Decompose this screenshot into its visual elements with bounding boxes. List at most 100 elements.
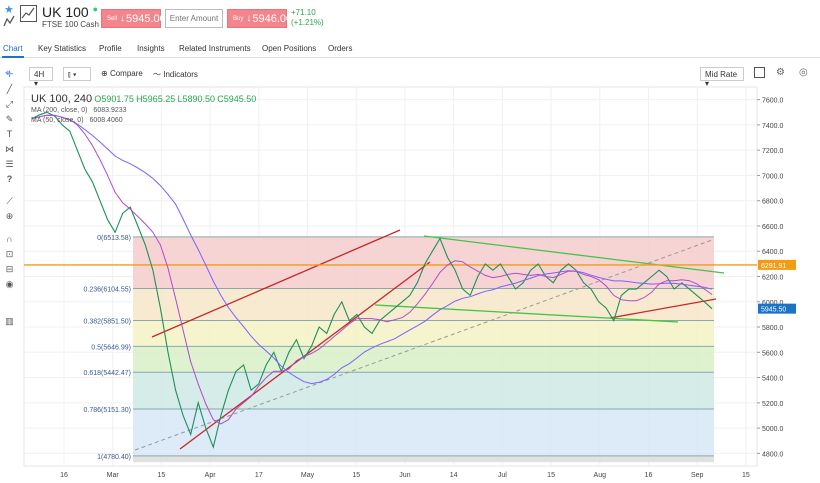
fib-band	[133, 236, 714, 289]
price-plot	[31, 111, 713, 449]
crosshair-icon[interactable]: ⌖	[5, 68, 11, 79]
amount-input[interactable]	[165, 9, 223, 28]
lock-all-icon[interactable]: ⊟	[5, 264, 14, 274]
support-line	[609, 298, 717, 319]
ma200-label: MA (200, close, 0)	[31, 107, 88, 114]
instrument-symbol: UK 100	[42, 4, 89, 20]
fib-level-label: 0(6513.58)	[97, 235, 131, 242]
ma50-legend[interactable]: MA (50, close, 0) 6008.4060	[31, 117, 123, 124]
down-arrow-icon: ↓	[246, 13, 252, 24]
sell-button[interactable]: Sell ↓ 5945.00	[101, 9, 166, 28]
magnet-icon[interactable]: ∩	[6, 234, 13, 244]
tab-profile[interactable]: Profile	[99, 44, 122, 53]
fib-level-label: 0.236(6104.55)	[84, 287, 131, 294]
y-tick-label: 7600.0	[762, 98, 784, 105]
price-type-value: Mid Rate	[705, 70, 738, 79]
y-tick-label: 5800.0	[762, 325, 784, 332]
chart-type-select[interactable]: ⫾ ▾	[63, 67, 91, 81]
tab-related-instruments[interactable]: Related Instruments	[179, 44, 251, 53]
text-tool-icon[interactable]: T	[6, 129, 13, 139]
chart-toolbar: ⌖ 4H ▾ ⫾ ▾ ⊕ Compare 〜 Indicators Mid Ra…	[0, 64, 820, 88]
snapshot-icon[interactable]: ◎	[799, 67, 808, 78]
chart-legend: UK 100, 240 O5901.75 H5965.25 L5890.50 C…	[31, 93, 256, 105]
tab-orders[interactable]: Orders	[328, 44, 353, 53]
fib-tool-icon[interactable]: ☰	[5, 159, 14, 169]
legend-close: C5945.50	[217, 94, 257, 104]
y-tick-label: 5600.0	[762, 350, 784, 357]
price-change: +71.10 (+1.21%)	[291, 8, 324, 28]
tab-key-statistics[interactable]: Key Statistics	[38, 44, 87, 53]
x-tick-label: 15	[352, 472, 360, 479]
fib-level-label: 0.786(5151.30)	[84, 407, 131, 414]
channel-upper-line	[151, 229, 401, 338]
y-tick-label: 7400.0	[762, 123, 784, 130]
price-axis-tag	[758, 303, 796, 314]
drawn-trendlines	[24, 229, 757, 451]
indicators-button[interactable]: 〜 Indicators	[153, 69, 198, 80]
wedge-lower-line	[374, 304, 679, 323]
lock-icon[interactable]: ⊡	[5, 249, 14, 259]
tab-chart[interactable]: Chart	[3, 44, 23, 53]
ray-tool-icon[interactable]: ⤢	[5, 99, 14, 109]
compare-label: Compare	[109, 69, 143, 78]
trend-icon[interactable]	[3, 15, 15, 27]
fib-level-label: 1(4780.40)	[97, 454, 131, 461]
fib-band	[133, 408, 714, 456]
zoom-icon[interactable]: ⊕	[5, 211, 14, 221]
instrument-header: ★ UK 100 ● FTSE 100 Cash Sell ↓ 5945.00 …	[0, 0, 820, 38]
sell-label: Sell	[107, 15, 118, 22]
question-icon[interactable]: ?	[6, 174, 13, 184]
chart-logo-icon	[20, 5, 37, 22]
settings-icon[interactable]: ⚙	[776, 67, 785, 78]
interval-value: 4H	[34, 70, 45, 79]
price-axis-label: 5945.50	[761, 307, 786, 314]
legend-low: L5890.50	[177, 94, 215, 104]
legend-open: O5901.75	[94, 94, 134, 104]
ma200-legend[interactable]: MA (200, close, 0) 6083.9233	[31, 107, 127, 114]
indicators-label: Indicators	[163, 70, 198, 79]
interval-select[interactable]: 4H ▾	[29, 67, 53, 88]
crosshair-icon[interactable]: ✛	[5, 69, 14, 79]
x-tick-label: 15	[742, 472, 750, 479]
down-arrow-icon: ↓	[120, 13, 126, 24]
candle-icon: ⫾	[68, 70, 71, 79]
wedge-upper-line	[423, 235, 725, 274]
tab-open-positions[interactable]: Open Positions	[262, 44, 317, 53]
tab-insights[interactable]: Insights	[137, 44, 165, 53]
line-tool-icon[interactable]: ╱	[6, 84, 13, 94]
trend-dashed-line	[134, 239, 713, 451]
y-tick-label: 5000.0	[762, 426, 784, 433]
ruler-icon[interactable]: ⟋	[6, 196, 13, 206]
pattern-tool-icon[interactable]: ⋈	[5, 144, 14, 154]
instrument-title: UK 100 ●	[42, 4, 98, 20]
fib-band	[133, 346, 714, 373]
compare-button[interactable]: ⊕ Compare	[101, 69, 143, 78]
price-axis-label: 6291.91	[761, 263, 786, 270]
y-tick-label: 6200.0	[762, 275, 784, 282]
y-tick-label: 7000.0	[762, 173, 784, 180]
x-tick-label: 15	[547, 472, 555, 479]
fib-retracement: 0(6513.58) 0.236(6104.55) 0.382(5851.50) 0.…	[84, 235, 714, 463]
x-tick-label: Mar	[107, 472, 120, 479]
price-type-select[interactable]: Mid Rate ▾	[700, 67, 744, 88]
active-tab-indicator	[2, 56, 24, 58]
price-change-abs: +71.10	[291, 8, 316, 17]
fib-band	[133, 372, 714, 409]
fullscreen-icon[interactable]	[754, 67, 765, 78]
plus-icon: ⊕	[101, 69, 108, 78]
ma200-value: 6083.9233	[93, 107, 127, 114]
star-icon[interactable]: ★	[4, 4, 14, 16]
eye-icon[interactable]: ◉	[5, 279, 14, 289]
ma50-line	[31, 114, 713, 425]
price-series-line	[31, 111, 713, 449]
x-tick-label: Apr	[205, 472, 217, 479]
y-tick-label: 6600.0	[762, 224, 784, 231]
brush-tool-icon[interactable]: ✎	[5, 114, 14, 124]
fib-level-label: 0.618(5442.47)	[84, 370, 131, 377]
x-tick-label: Jul	[498, 472, 507, 479]
trash-icon[interactable]: ▥	[5, 316, 14, 326]
ma50-value: 6008.4060	[89, 117, 123, 124]
buy-button[interactable]: Buy ↓ 5946.00	[227, 9, 292, 28]
x-tick-label: Aug	[594, 472, 607, 479]
